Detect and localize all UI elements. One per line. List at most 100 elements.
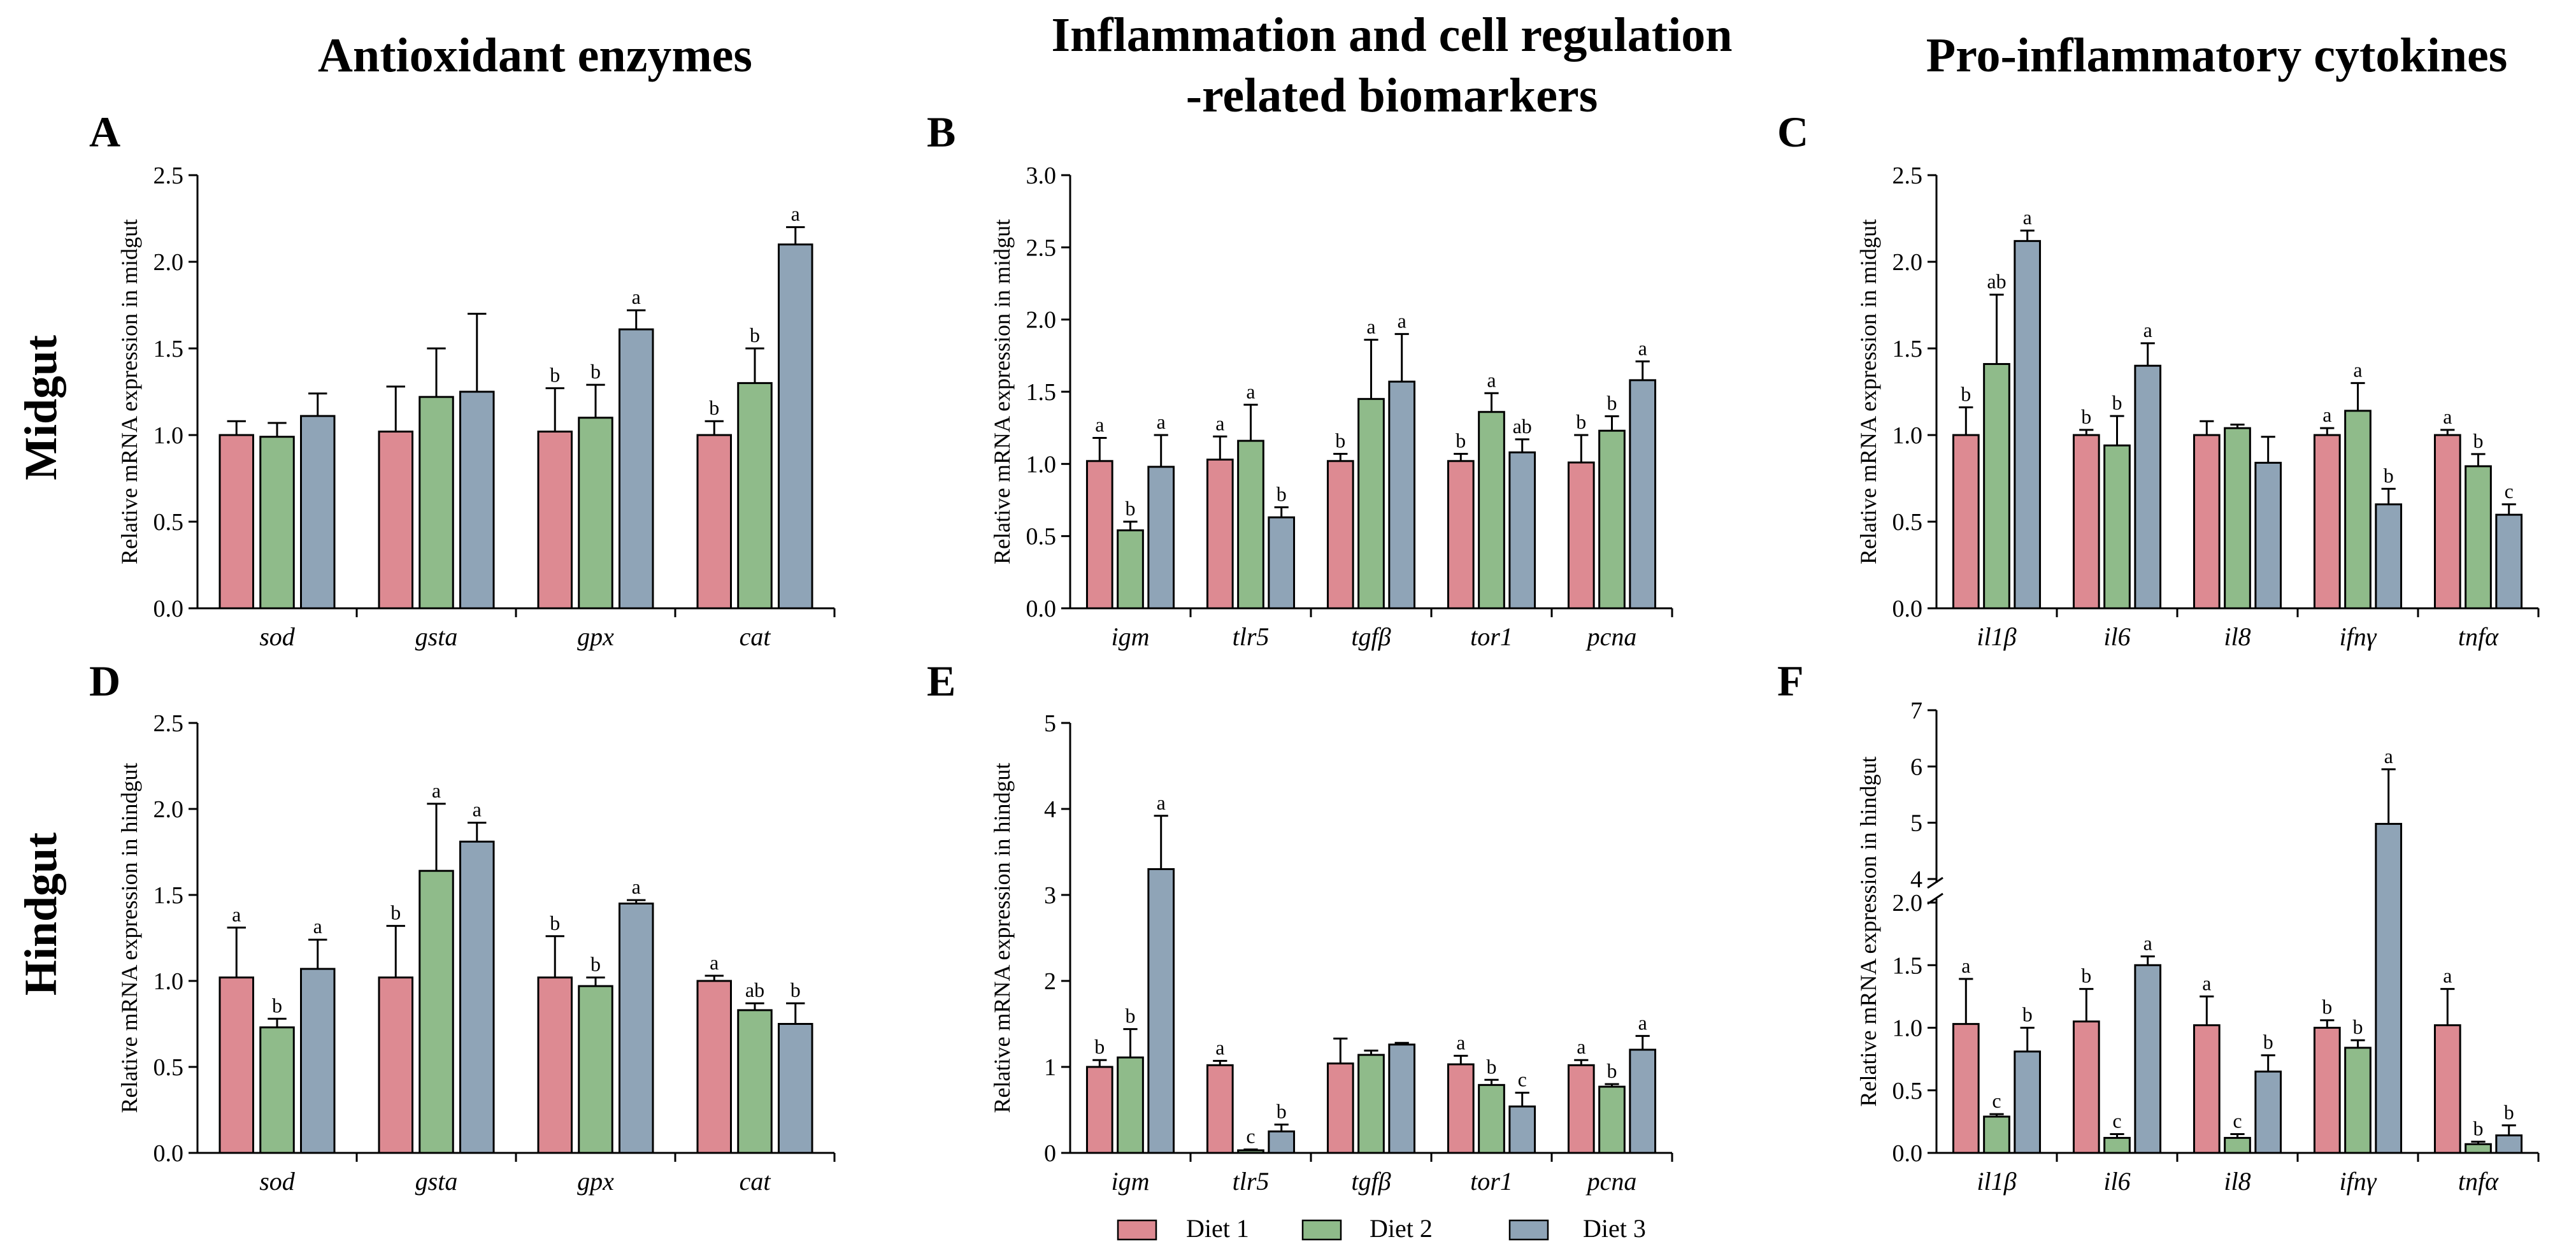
x-category-label-a-gsta: gsta — [415, 622, 458, 651]
bar-d-gpx-diet-3 — [619, 903, 654, 1154]
bar-b-pcna-diet-1 — [1567, 461, 1595, 610]
y-tick-label-e: 5 — [1044, 710, 1056, 737]
x-category-label-e-pcna: pcna — [1585, 1167, 1637, 1196]
bar-b-pcna-diet-2 — [1598, 429, 1626, 610]
y-tick-label-f: 4 — [1910, 866, 1922, 893]
row-label-hindgut: Hindgut — [15, 833, 66, 996]
bar-f-il6-diet-3 — [2134, 964, 2162, 1154]
significance-label-f-ifngamma-diet-3: a — [2384, 745, 2393, 768]
significance-label-f-tnfalpha-diet-3: b — [2504, 1101, 2514, 1124]
x-category-label-c-tnfalpha: tnfα — [2458, 622, 2499, 651]
significance-label-f-il8-diet-1: a — [2202, 971, 2211, 994]
panel-c-chart: C 0.0 0.5 1.0 1.5 2.0 2.5 Relative mRNA express… — [1777, 108, 2540, 651]
significance-label-b-tgfbeta-diet-1: b — [1335, 429, 1345, 452]
bar-c-il6-diet-3 — [2134, 364, 2162, 610]
bar-f-il8-diet-2 — [2224, 1136, 2251, 1154]
bar-f-il6-diet-2 — [2103, 1136, 2131, 1154]
significance-label-f-ifngamma-diet-2: b — [2353, 1015, 2363, 1038]
significance-label-c-tnfalpha-diet-2: b — [2473, 429, 2484, 452]
significance-label-b-tlr5-diet-3: b — [1277, 482, 1287, 505]
bar-c-il1beta-diet-3 — [2014, 239, 2042, 610]
y-tick-label-f: 1.5 — [1893, 952, 1923, 979]
significance-label-c-ifngamma-diet-1: a — [2322, 403, 2331, 426]
y-tick-label-d: 1.5 — [154, 882, 184, 909]
bar-d-gsta-diet-3 — [459, 840, 495, 1154]
bar-b-tgfbeta-diet-1 — [1326, 460, 1354, 610]
x-category-label-c-il1beta: il1β — [1977, 622, 2016, 651]
axis-break-gap-f — [1934, 883, 1939, 899]
bar-e-pcna-diet-1 — [1567, 1064, 1595, 1154]
legend-label-diet-1: Diet 1 — [1186, 1214, 1249, 1243]
bar-a-sod-diet-3 — [300, 415, 336, 610]
y-tick-label-f: 0.5 — [1893, 1078, 1923, 1104]
y-tick-label-d: 2.0 — [154, 796, 184, 823]
panel-b-chart: B 0.0 0.5 1.0 1.5 2.0 2.5 3.0 Relative mRNA expr… — [927, 108, 1673, 651]
significance-label-f-il6-diet-3: a — [2143, 931, 2152, 954]
y-tick-label-c: 1.0 — [1893, 422, 1923, 449]
significance-label-d-gsta-diet-2: a — [432, 779, 441, 802]
bar-c-ifngamma-diet-2 — [2344, 410, 2372, 610]
significance-label-e-pcna-diet-2: b — [1607, 1059, 1617, 1082]
bar-b-tgfbeta-diet-2 — [1357, 397, 1385, 610]
significance-label-b-igm-diet-1: a — [1095, 413, 1104, 436]
significance-label-a-gpx-diet-3: a — [632, 285, 641, 308]
column-title-inflammation-line2: -related biomarkers — [1186, 69, 1598, 122]
y-tick-label-e: 0 — [1044, 1140, 1056, 1167]
bar-d-cat-diet-1 — [696, 980, 732, 1154]
significance-label-e-igm-diet-3: a — [1157, 791, 1166, 814]
significance-label-f-il1beta-diet-3: b — [2022, 1003, 2033, 1026]
significance-label-b-tgfbeta-diet-3: a — [1398, 309, 1406, 332]
significance-label-f-il6-diet-2: c — [2112, 1110, 2121, 1133]
bar-c-il6-diet-1 — [2072, 434, 2100, 610]
significance-label-e-igm-diet-2: b — [1126, 1004, 1136, 1027]
significance-label-e-tlr5-diet-1: a — [1215, 1036, 1224, 1059]
bar-b-igm-diet-3 — [1147, 466, 1175, 610]
significance-label-a-gpx-diet-2: b — [590, 360, 601, 383]
y-tick-label-d: 1.0 — [154, 968, 184, 995]
y-tick-label-d: 0.0 — [154, 1140, 184, 1167]
y-tick-label-e: 2 — [1044, 968, 1056, 995]
significance-label-f-il1beta-diet-2: c — [1992, 1089, 2001, 1112]
y-tick-label-e: 4 — [1044, 796, 1056, 823]
bar-f-il1beta-diet-2 — [1983, 1115, 2010, 1154]
x-category-label-c-il6: il6 — [2103, 622, 2130, 651]
significance-label-f-il8-diet-3: b — [2263, 1031, 2273, 1054]
significance-label-a-cat-diet-3: a — [791, 203, 800, 225]
panel-letter-b: B — [927, 108, 955, 156]
significance-label-e-tlr5-diet-3: b — [1277, 1099, 1287, 1122]
bar-e-pcna-diet-2 — [1598, 1085, 1626, 1154]
bar-f-tnfalpha-diet-3 — [2495, 1134, 2523, 1154]
bar-c-tnfalpha-diet-2 — [2465, 465, 2492, 610]
bar-a-gpx-diet-2 — [578, 417, 613, 610]
row-label-midgut: Midgut — [15, 335, 66, 480]
legend-label-diet-3: Diet 3 — [1583, 1214, 1646, 1243]
bar-f-il1beta-diet-3 — [2014, 1050, 2042, 1154]
significance-label-d-gsta-diet-3: a — [473, 798, 482, 821]
bar-e-tgfbeta-diet-3 — [1388, 1043, 1416, 1154]
bar-d-sod-diet-1 — [218, 976, 254, 1154]
legend-label-diet-2: Diet 2 — [1370, 1214, 1433, 1243]
significance-label-a-cat-diet-1: b — [709, 396, 719, 419]
y-tick-label-a: 0.5 — [154, 509, 184, 536]
bar-e-igm-diet-3 — [1147, 868, 1175, 1154]
y-axis-label-a: Relative mRNA expression in midgut — [117, 219, 142, 564]
x-category-label-b-pcna: pcna — [1585, 622, 1637, 651]
axis-break-mark-f — [1927, 876, 1943, 889]
significance-label-f-tnfalpha-diet-2: b — [2473, 1117, 2484, 1140]
bar-d-gpx-diet-2 — [578, 985, 613, 1154]
x-category-label-c-il8: il8 — [2224, 622, 2250, 651]
bar-d-gpx-diet-1 — [537, 976, 573, 1154]
bar-e-tlr5-diet-2 — [1237, 1149, 1264, 1154]
significance-label-b-tor1-diet-2: a — [1487, 368, 1496, 391]
y-tick-label-b: 1.5 — [1026, 379, 1057, 406]
legend-swatch-diet-1 — [1117, 1219, 1157, 1241]
bar-c-il8-diet-1 — [2193, 434, 2221, 610]
bar-b-tlr5-diet-1 — [1206, 459, 1234, 610]
bar-f-ifngamma-diet-1 — [2313, 1027, 2341, 1154]
significance-label-b-tor1-diet-1: b — [1456, 429, 1466, 452]
bar-d-sod-diet-2 — [259, 1026, 295, 1154]
bar-c-il8-diet-3 — [2254, 462, 2282, 610]
x-category-label-f-il8: il8 — [2224, 1167, 2250, 1196]
bar-b-tor1-diet-1 — [1447, 460, 1475, 610]
panel-letter-f: F — [1777, 657, 1804, 705]
